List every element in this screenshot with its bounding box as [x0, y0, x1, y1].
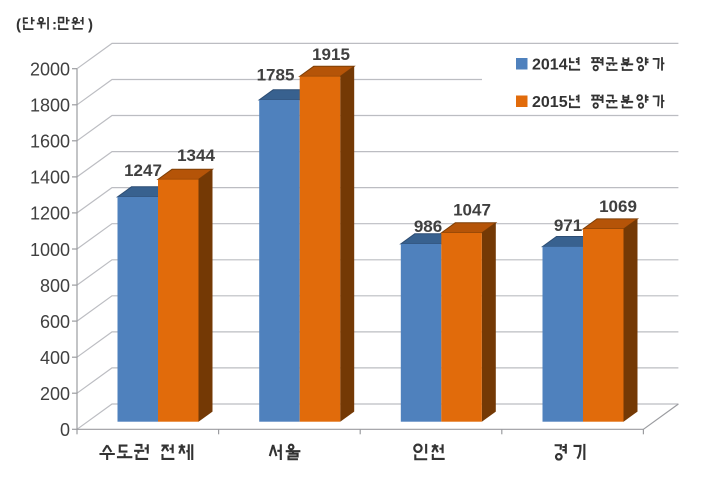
svg-text:986: 986 [414, 217, 442, 236]
svg-text:1247: 1247 [124, 161, 162, 180]
svg-text:0: 0 [60, 420, 70, 440]
svg-text::: : [52, 17, 57, 34]
svg-text:800: 800 [40, 276, 70, 296]
svg-text:2015: 2015 [532, 94, 568, 111]
svg-text:200: 200 [40, 384, 70, 404]
svg-text:1400: 1400 [30, 168, 70, 188]
svg-text:1600: 1600 [30, 132, 70, 152]
svg-text:600: 600 [40, 312, 70, 332]
svg-text:1047: 1047 [453, 201, 491, 220]
svg-text:2000: 2000 [30, 60, 70, 80]
svg-text:1344: 1344 [177, 146, 215, 165]
svg-text:1785: 1785 [257, 66, 295, 85]
svg-text:971: 971 [554, 216, 582, 235]
svg-text:1800: 1800 [30, 96, 70, 116]
svg-text:(: ( [16, 17, 21, 34]
svg-text:1000: 1000 [30, 240, 70, 260]
svg-text:400: 400 [40, 348, 70, 368]
svg-text:1069: 1069 [599, 197, 637, 216]
svg-text:1915: 1915 [312, 45, 350, 64]
svg-text:): ) [88, 17, 93, 34]
svg-text:2014: 2014 [532, 57, 568, 74]
svg-text:1200: 1200 [30, 204, 70, 224]
